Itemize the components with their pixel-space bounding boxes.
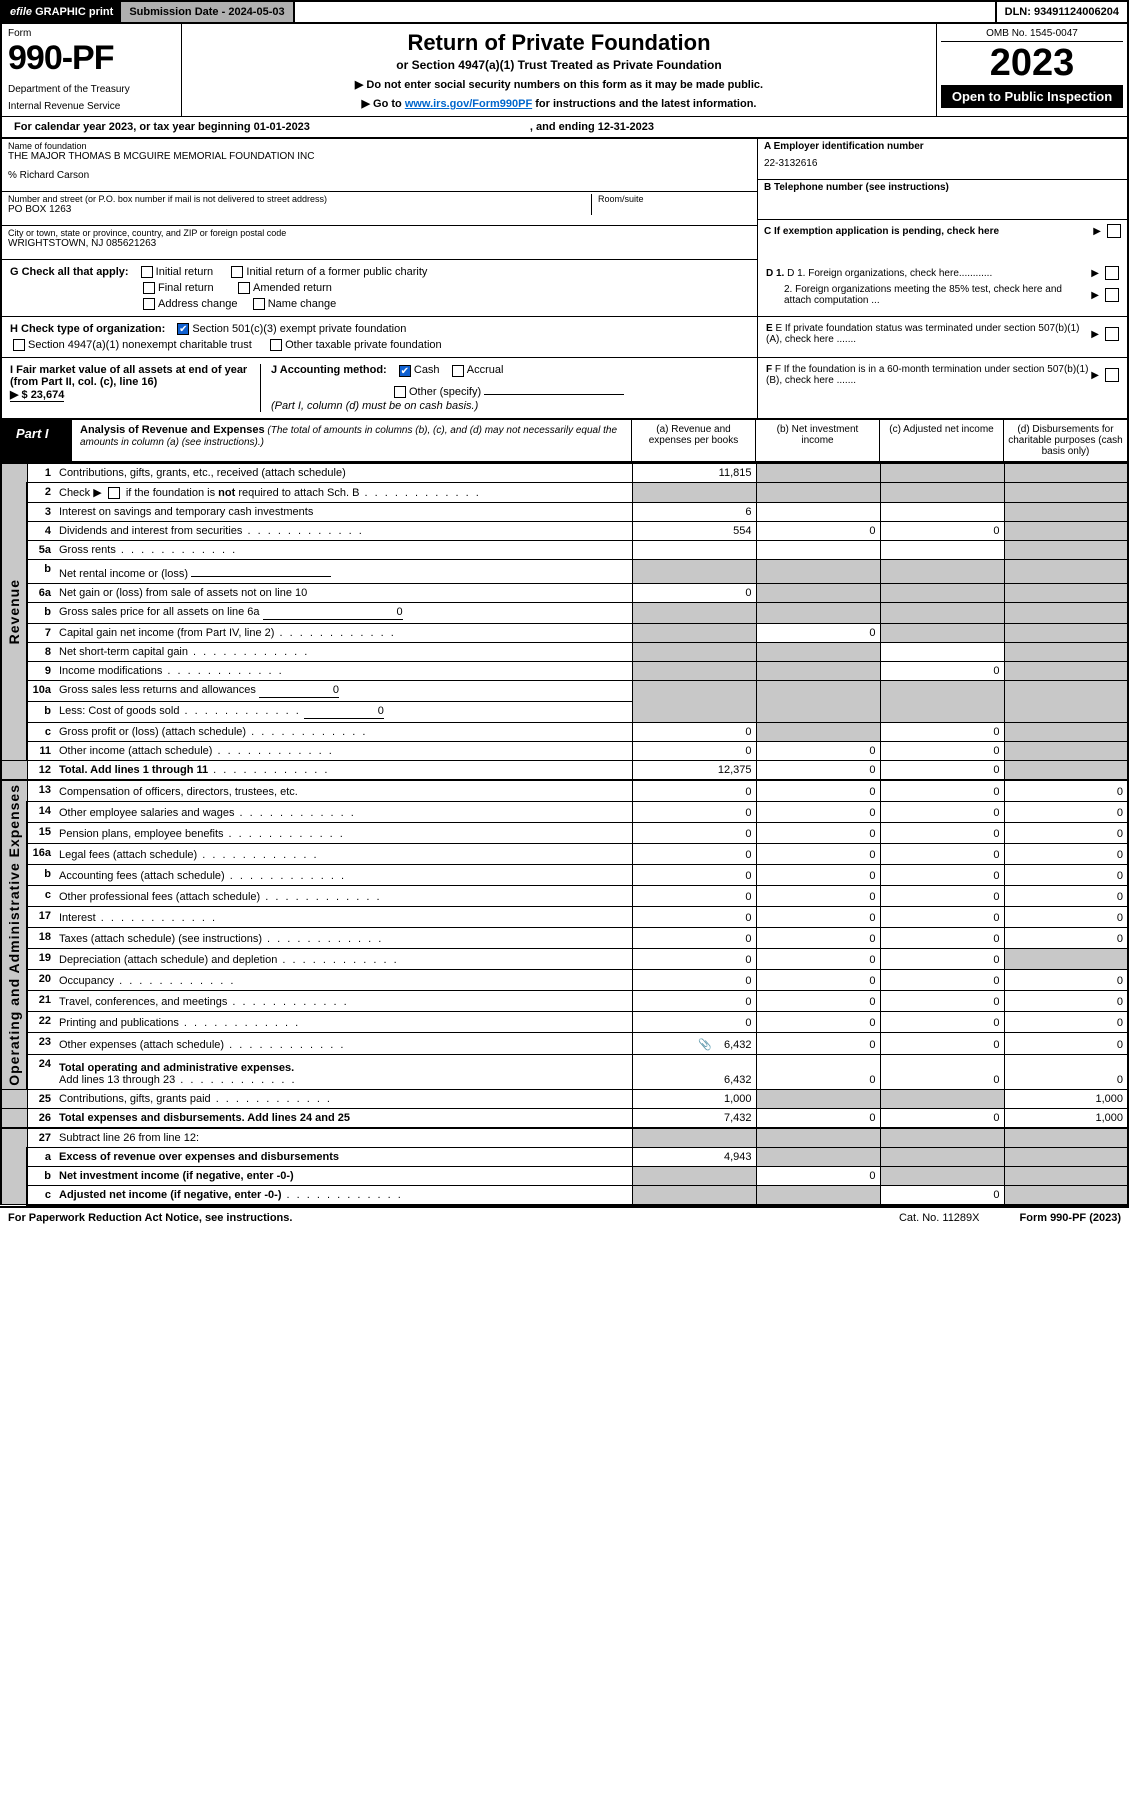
revenue-side-label: Revenue [6,579,22,644]
col-b-header: (b) Net investment income [755,420,879,461]
note-link: ▶ Go to www.irs.gov/Form990PF for instru… [194,97,924,110]
foundation-name: THE MAJOR THOMAS B MCGUIRE MEMORIAL FOUN… [8,151,751,162]
room-label: Room/suite [598,194,751,204]
form-subtitle: or Section 4947(a)(1) Trust Treated as P… [194,58,924,72]
part1-tab: Part I [2,420,72,461]
section-h-row: H Check type of organization: Section 50… [0,317,1129,358]
chk-initial-former[interactable] [231,266,243,278]
j-note: (Part I, column (d) must be on cash basi… [271,400,749,412]
form-number: 990-PF [8,39,175,78]
i-label: I Fair market value of all assets at end… [10,364,247,388]
dln: DLN: 93491124006204 [995,2,1127,22]
submission-date: Submission Date - 2024-05-03 [121,2,294,22]
e-checkbox[interactable] [1105,327,1119,341]
city-state-zip: WRIGHTSTOWN, NJ 085621263 [8,238,751,249]
irs-label: Internal Revenue Service [8,101,175,112]
omb-number: OMB No. 1545-0047 [941,28,1123,42]
phone-label: B Telephone number (see instructions) [764,182,1121,193]
note-ssn: ▶ Do not enter social security numbers o… [194,78,924,91]
f-checkbox[interactable] [1105,368,1119,382]
attachment-icon[interactable]: 📎 [698,1039,712,1051]
form-label-footer: Form 990-PF (2023) [1020,1212,1122,1224]
g-label: G Check all that apply: [10,266,129,278]
name-label: Name of foundation [8,141,751,151]
chk-addr-change[interactable] [143,298,155,310]
form-title: Return of Private Foundation [194,30,924,56]
j-label: J Accounting method: [271,364,387,376]
addr-label: Number and street (or P.O. box number if… [8,194,591,204]
ein-label: A Employer identification number [764,141,1121,152]
c-checkbox[interactable] [1107,224,1121,238]
chk-amended[interactable] [238,282,250,294]
form990pf-link[interactable]: www.irs.gov/Form990PF [405,98,532,110]
col-d-header: (d) Disbursements for charitable purpose… [1003,420,1127,461]
street-address: PO BOX 1263 [8,204,591,215]
part1-header: Part I Analysis of Revenue and Expenses … [0,420,1129,463]
i-amount: ▶ $ 23,674 [10,389,64,402]
chk-other-taxable[interactable] [270,339,282,351]
tax-year: 2023 [941,42,1123,85]
col-a-header: (a) Revenue and expenses per books [631,420,755,461]
section-ij-row: I Fair market value of all assets at end… [0,358,1129,419]
c-label: C If exemption application is pending, c… [764,226,1093,237]
cat-no: Cat. No. 11289X [899,1212,980,1224]
page-footer: For Paperwork Reduction Act Notice, see … [0,1206,1129,1228]
chk-4947[interactable] [13,339,25,351]
city-label: City or town, state or province, country… [8,228,751,238]
care-of: % Richard Carson [8,170,751,181]
form-header: Form 990-PF Department of the Treasury I… [0,24,1129,116]
section-g-row: G Check all that apply: Initial return I… [0,260,1129,317]
ein: 22-3132616 [764,158,1121,169]
dept-treasury: Department of the Treasury [8,84,175,95]
form-word: Form [8,28,175,39]
top-bar: efile GRAPHIC print Submission Date - 20… [0,0,1129,24]
identity-block: Name of foundation THE MAJOR THOMAS B MC… [0,139,1129,260]
chk-name-change[interactable] [253,298,265,310]
chk-final[interactable] [143,282,155,294]
chk-other-method[interactable] [394,386,406,398]
col-c-header: (c) Adjusted net income [879,420,1003,461]
d2-checkbox[interactable] [1105,288,1119,302]
paperwork-notice: For Paperwork Reduction Act Notice, see … [8,1212,292,1224]
efile-badge: efile GRAPHIC print [2,2,121,22]
chk-accrual[interactable] [452,365,464,377]
d1-checkbox[interactable] [1105,266,1119,280]
open-inspection: Open to Public Inspection [941,85,1123,108]
chk-sch-b[interactable] [108,487,120,499]
calendar-row: For calendar year 2023, or tax year begi… [0,116,1129,139]
revenue-expense-table: Revenue 1Contributions, gifts, grants, e… [0,463,1129,1206]
expenses-side-label: Operating and Administrative Expenses [6,784,22,1086]
chk-initial[interactable] [141,266,153,278]
h-label: H Check type of organization: [10,323,165,335]
chk-501c3[interactable] [177,323,189,335]
chk-cash[interactable] [399,365,411,377]
